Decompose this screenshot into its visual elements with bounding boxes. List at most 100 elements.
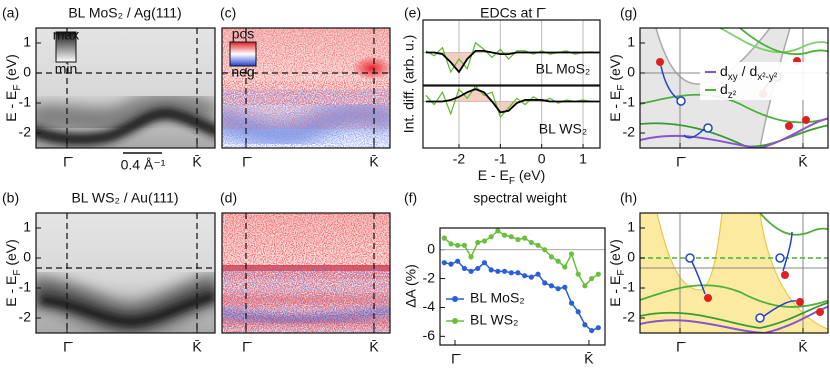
text-part: (eV) bbox=[515, 167, 545, 183]
y-tick-label: 1 bbox=[23, 219, 31, 235]
x-tick-label: Γ̄ bbox=[676, 154, 686, 170]
band bbox=[719, 28, 828, 54]
panel-label: (f) bbox=[404, 190, 417, 206]
point bbox=[448, 261, 454, 267]
frame bbox=[639, 212, 829, 334]
point bbox=[528, 274, 534, 280]
frame bbox=[35, 27, 216, 149]
panel-label: (b) bbox=[2, 190, 19, 206]
point bbox=[488, 267, 494, 273]
frame bbox=[422, 19, 601, 86]
point bbox=[555, 258, 561, 264]
point bbox=[548, 254, 555, 260]
point bbox=[528, 239, 534, 246]
annotation: BL MoS₂ bbox=[536, 61, 591, 77]
point bbox=[468, 268, 474, 274]
y-tick-label: -2 bbox=[623, 124, 636, 140]
y-tick-label: 0 bbox=[427, 240, 435, 256]
text-part: E - E bbox=[3, 91, 19, 122]
point bbox=[455, 242, 461, 248]
point bbox=[441, 260, 447, 266]
y-tick-label: -6 bbox=[423, 327, 436, 343]
x-tick-label: K̄ bbox=[798, 339, 808, 355]
panel-title: BL WS₂ / Au(111) bbox=[71, 190, 178, 206]
y-tick-label: 0 bbox=[23, 64, 31, 80]
colorbar bbox=[55, 31, 77, 63]
band bbox=[759, 213, 828, 236]
difference-image-d bbox=[222, 213, 390, 333]
line bbox=[443, 229, 599, 288]
difference-image-c bbox=[222, 28, 390, 148]
colorbar-label: max bbox=[53, 27, 79, 43]
point bbox=[568, 251, 575, 257]
y-axis-label: Int. diff. (arb. u.) bbox=[401, 35, 417, 134]
x-tick-label: Γ̄ bbox=[676, 339, 686, 355]
scalebar-label: 0.4 Å⁻¹ bbox=[121, 157, 166, 173]
text-part: F bbox=[509, 176, 515, 187]
text-part: (eV) bbox=[607, 239, 623, 269]
point bbox=[568, 300, 575, 306]
y-tick-label: -1 bbox=[19, 279, 32, 295]
point bbox=[481, 260, 488, 266]
hole bbox=[685, 253, 695, 263]
frame bbox=[35, 212, 216, 334]
text-part: E - E bbox=[607, 91, 623, 122]
frame bbox=[221, 27, 391, 149]
text-part: F bbox=[616, 85, 627, 91]
y-tick-label: -2 bbox=[423, 269, 436, 285]
point bbox=[535, 242, 541, 248]
hole bbox=[755, 313, 765, 323]
band bbox=[36, 107, 215, 146]
text-part: E - E bbox=[3, 276, 19, 307]
legend-label: dz² bbox=[720, 81, 737, 101]
point bbox=[448, 241, 454, 247]
legend-label: dxy / dx²-y² bbox=[720, 63, 778, 83]
point bbox=[555, 286, 561, 292]
x-tick-label: K̄ bbox=[798, 154, 808, 170]
frame bbox=[639, 27, 829, 149]
panel-label: (d) bbox=[220, 190, 237, 206]
hole bbox=[703, 123, 713, 133]
point bbox=[461, 265, 467, 272]
band bbox=[222, 305, 390, 324]
point bbox=[589, 327, 595, 334]
fermi-stripe bbox=[222, 265, 390, 271]
frame bbox=[439, 227, 606, 346]
point bbox=[575, 309, 581, 315]
line bbox=[425, 49, 600, 74]
point bbox=[575, 271, 581, 277]
point bbox=[475, 265, 481, 272]
y-tick-label: 0 bbox=[627, 249, 635, 265]
state bbox=[816, 308, 824, 316]
point bbox=[468, 254, 474, 260]
y-axis-label: E - EF (eV) bbox=[3, 239, 23, 307]
point bbox=[508, 234, 514, 240]
noise bbox=[222, 213, 390, 273]
point bbox=[501, 232, 508, 238]
y-tick-label: 0 bbox=[23, 249, 31, 265]
y-tick-label: 1 bbox=[23, 34, 31, 50]
x-tick-label: 1 bbox=[579, 151, 587, 167]
band bbox=[640, 93, 828, 124]
point bbox=[501, 268, 508, 274]
text-part: F bbox=[12, 85, 23, 91]
legend-box bbox=[700, 62, 826, 100]
text-part: (eV) bbox=[3, 239, 19, 269]
point bbox=[455, 258, 461, 264]
point bbox=[582, 322, 588, 328]
band-diffuse bbox=[36, 92, 215, 131]
text-part: d bbox=[720, 81, 728, 97]
colorbar bbox=[229, 41, 257, 67]
x-tick-label: Γ̄ bbox=[242, 339, 252, 355]
y-tick-label: -1 bbox=[19, 94, 32, 110]
x-tick-label: 0 bbox=[538, 151, 546, 167]
x-tick-label: Γ̄ bbox=[63, 154, 73, 170]
legend-label: BL WS₂ bbox=[470, 312, 518, 328]
text-part: z² bbox=[728, 90, 737, 101]
x-tick-label: Γ̄ bbox=[63, 339, 73, 355]
point bbox=[582, 283, 588, 289]
point bbox=[461, 242, 467, 248]
text-part: (eV) bbox=[3, 54, 19, 84]
